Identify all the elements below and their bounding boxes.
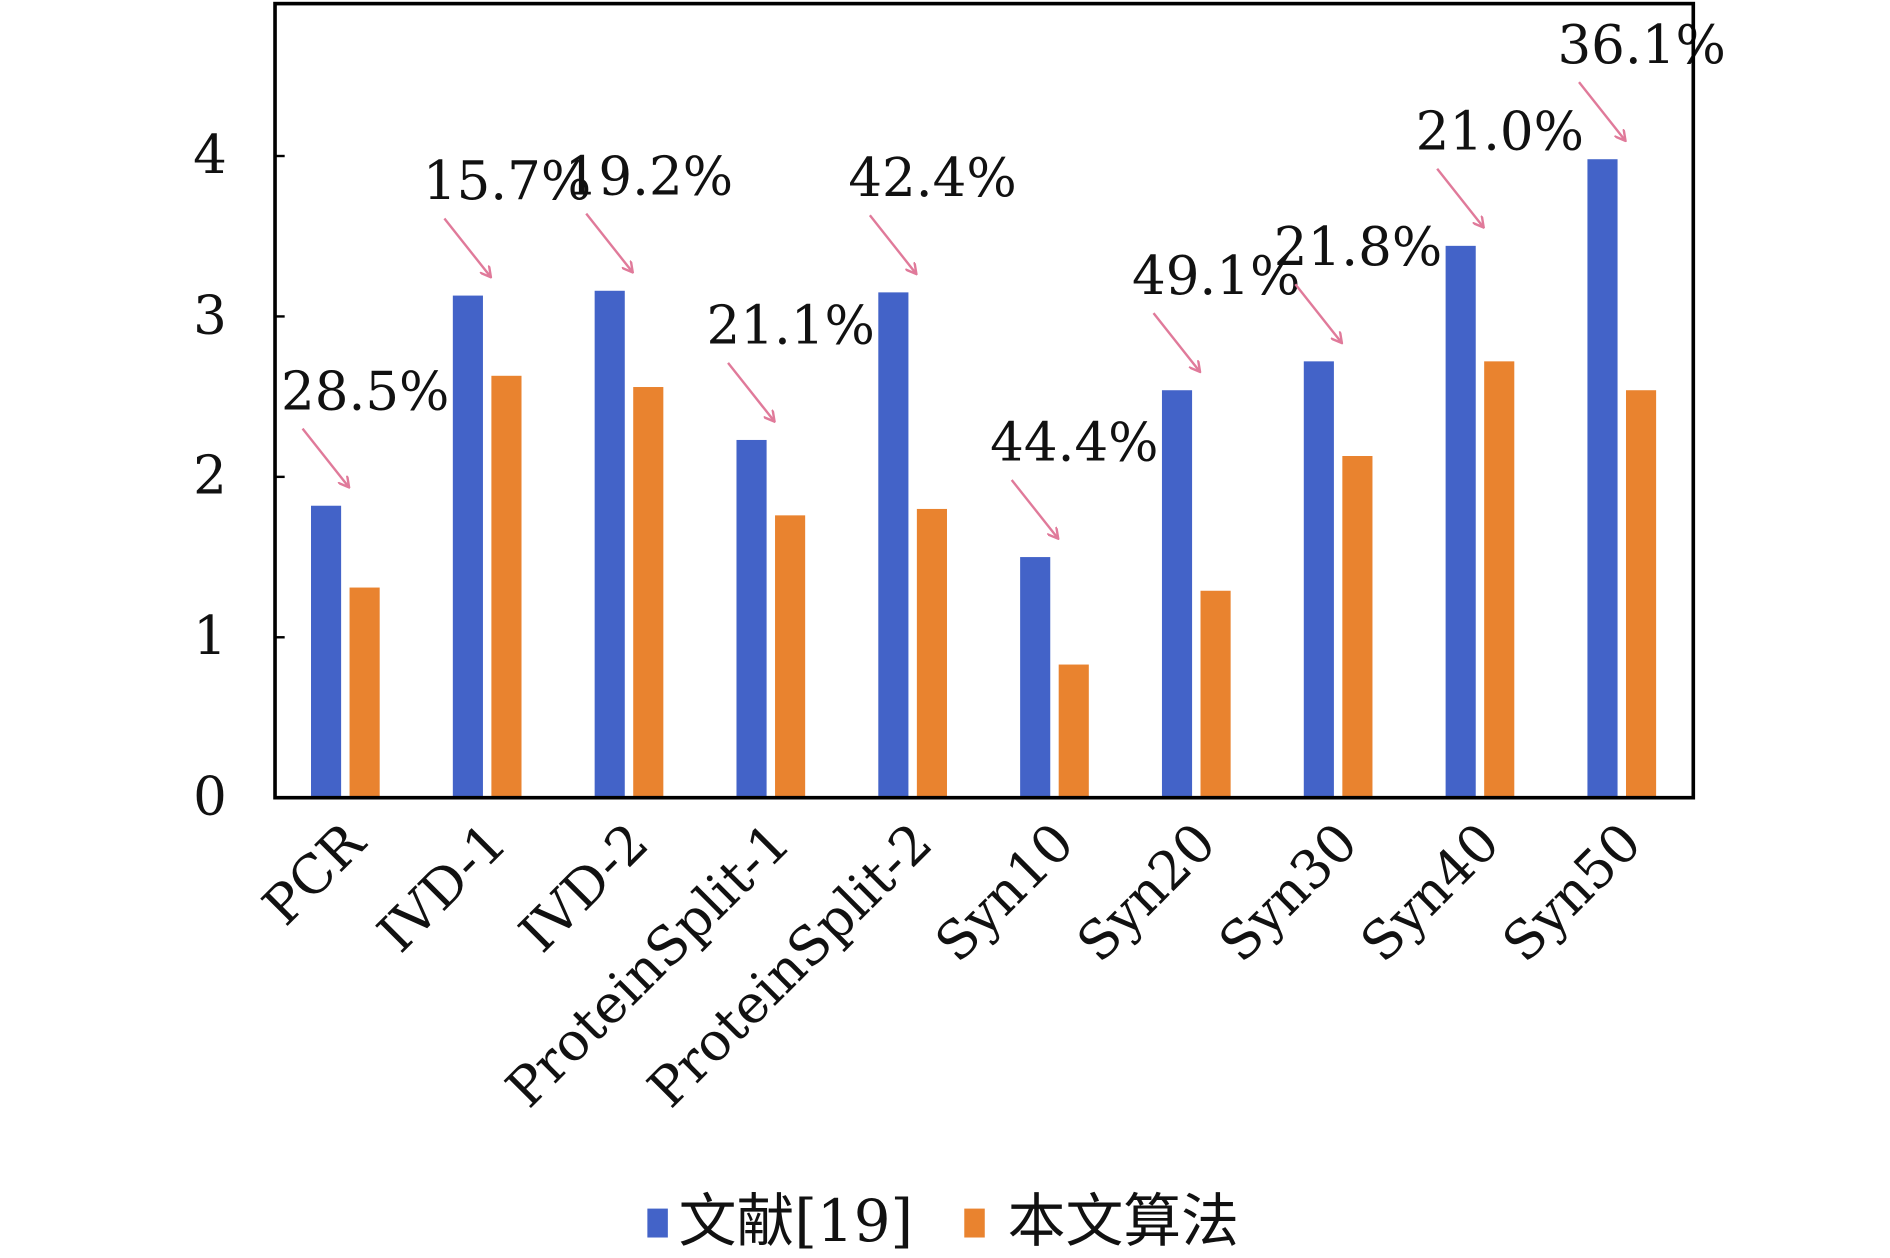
x-tick-label: Syn40 bbox=[1349, 811, 1512, 974]
annotation-label: 36.1% bbox=[1557, 14, 1725, 76]
annotation-label: 15.7% bbox=[423, 150, 591, 212]
bar-ours-Syn40 bbox=[1484, 361, 1515, 798]
bar-ours-IVD-2 bbox=[633, 387, 664, 798]
annotation-label: 19.2% bbox=[565, 145, 733, 207]
y-tick-label: 2 bbox=[193, 445, 227, 507]
bar-ref19-ProteinSplit-2 bbox=[878, 292, 909, 798]
bar-ref19-Syn40 bbox=[1445, 245, 1476, 798]
legend-label-ours: 本文算法 bbox=[1008, 1187, 1239, 1255]
y-axis: 0 1 2 3 4 bbox=[193, 124, 285, 828]
annotation-arrow bbox=[727, 362, 774, 421]
bar-ref19-ProteinSplit-1 bbox=[736, 439, 767, 798]
bar-ref19-Syn10 bbox=[1020, 557, 1051, 798]
plot-frame bbox=[273, 1, 1696, 800]
x-tick-label: Syn50 bbox=[1491, 811, 1654, 974]
x-tick-label: PCR bbox=[251, 810, 378, 937]
bar-ours-Syn50 bbox=[1625, 390, 1657, 798]
bar-ref19-Syn20 bbox=[1161, 390, 1193, 798]
annotation-label: 21.8% bbox=[1274, 216, 1442, 278]
annotation-arrow bbox=[1010, 479, 1058, 538]
annotation-arrow bbox=[585, 212, 632, 272]
bar-ref19-IVD-1 bbox=[452, 295, 483, 798]
annotation-arrow bbox=[1152, 312, 1200, 371]
annotation-label: 42.4% bbox=[848, 147, 1016, 209]
annotation-arrow bbox=[1294, 283, 1341, 342]
legend: 文献[19] 本文算法 bbox=[647, 1187, 1239, 1255]
annotation-arrow bbox=[868, 214, 916, 273]
bar-ours-Syn10 bbox=[1058, 664, 1089, 798]
x-axis: PCRIVD-1IVD-2ProteinSplit-1ProteinSplit-… bbox=[251, 810, 1653, 1120]
annotation-label: 21.0% bbox=[1416, 100, 1584, 162]
bar-ref19-PCR bbox=[310, 505, 342, 798]
bar-ref19-IVD-2 bbox=[594, 290, 625, 798]
annotation-label: 28.5% bbox=[281, 360, 449, 422]
bar-ours-ProteinSplit-2 bbox=[916, 508, 947, 798]
annotation-label: 44.4% bbox=[990, 412, 1158, 474]
legend-swatch-ours bbox=[964, 1208, 985, 1238]
bar-ref19-Syn30 bbox=[1303, 361, 1334, 798]
y-tick-label: 1 bbox=[193, 605, 227, 667]
y-tick-label: 3 bbox=[193, 284, 227, 346]
legend-swatch-ref19 bbox=[647, 1208, 668, 1238]
bar-ours-IVD-1 bbox=[491, 375, 522, 798]
bar-ref19-Syn50 bbox=[1587, 159, 1618, 798]
bar-ours-Syn30 bbox=[1342, 456, 1373, 798]
y-tick-label: 4 bbox=[193, 124, 227, 186]
y-tick-label: 0 bbox=[193, 766, 227, 828]
bars-layer bbox=[310, 159, 1657, 798]
annotation-arrow bbox=[1578, 81, 1625, 140]
x-tick-label: IVD-1 bbox=[366, 811, 519, 964]
bar-ours-ProteinSplit-1 bbox=[775, 515, 806, 798]
x-tick-label: Syn20 bbox=[1065, 811, 1228, 974]
annotation-arrow bbox=[1436, 167, 1483, 227]
legend-label-ref19: 文献[19] bbox=[679, 1187, 913, 1255]
annotation-label: 49.1% bbox=[1132, 245, 1300, 307]
annotation-arrow bbox=[301, 427, 349, 487]
annotation-arrow bbox=[443, 217, 490, 276]
annotation-label: 21.1% bbox=[707, 295, 875, 357]
x-tick-label: Syn10 bbox=[923, 811, 1086, 974]
bar-ours-PCR bbox=[349, 587, 380, 798]
x-tick-label: Syn30 bbox=[1207, 811, 1370, 974]
annotations-layer: 28.5% 15.7%19.2% 21.1% 42.4% 44.4% 49.1%21.8%… bbox=[281, 14, 1726, 538]
bar-ours-Syn20 bbox=[1200, 590, 1231, 798]
